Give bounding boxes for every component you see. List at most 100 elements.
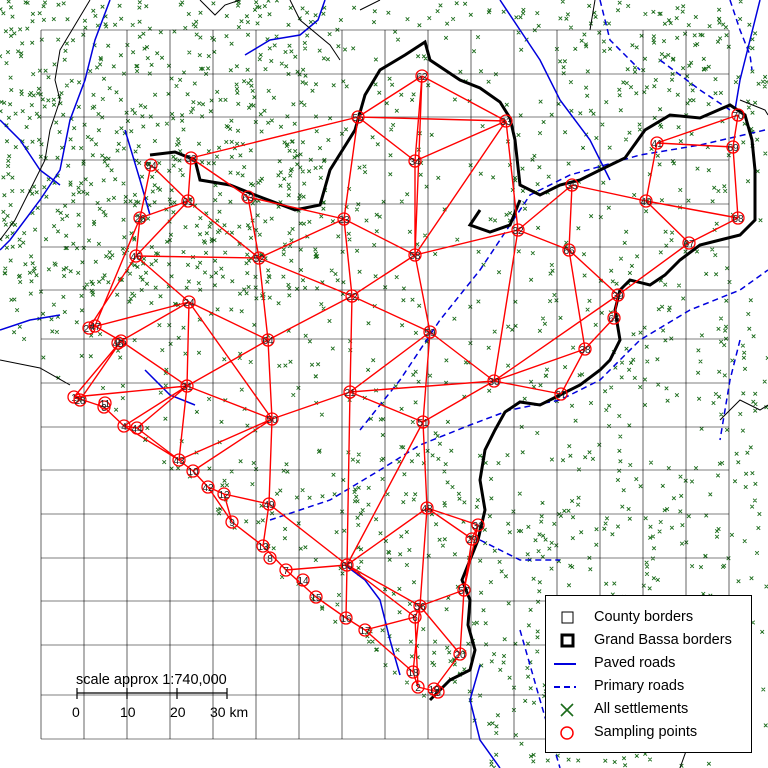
sampling-point-label: 63 — [242, 193, 254, 204]
sampling-point-label: 13 — [257, 542, 269, 553]
sampling-point-circle — [130, 421, 144, 435]
sampling-point-circle — [411, 680, 425, 694]
sampling-point-circle — [111, 336, 125, 350]
legend-label: Grand Bassa borders — [594, 632, 732, 648]
sampling-point-circle — [186, 464, 200, 478]
sampling-point-label: 41 — [651, 139, 663, 150]
legend-item-settlements: All settlements — [546, 699, 751, 721]
legend-label: Sampling points — [594, 724, 698, 740]
dashed-line-icon — [554, 686, 576, 688]
sampling-point-circle — [427, 682, 441, 696]
sampling-point-label: 25 — [115, 337, 127, 348]
sampling-point-circle — [731, 108, 745, 122]
sampling-point-label: 9 — [229, 518, 235, 529]
sampling-network-lines — [73, 75, 739, 693]
sampling-point-circle — [117, 419, 131, 433]
sampling-point-circle — [144, 158, 158, 172]
sampling-point-circle — [408, 154, 422, 168]
sampling-point-circle — [423, 325, 437, 339]
sampling-point-label: 60 — [341, 561, 353, 572]
sampling-point-circle — [182, 295, 196, 309]
scale-bar — [76, 688, 228, 699]
sampling-point-circle — [406, 665, 420, 679]
sampling-point-circle — [682, 236, 696, 250]
scale-label: scale approx 1:740,000 — [76, 672, 227, 688]
sampling-point-circle — [726, 140, 740, 154]
sampling-point-circle — [639, 194, 653, 208]
grand-bassa-border — [149, 39, 757, 702]
sampling-point-label: 27 — [83, 324, 95, 335]
sampling-point-label: 49 — [263, 500, 275, 511]
paved-road — [0, 119, 61, 186]
sampling-point-label: 56 — [414, 602, 426, 613]
sampling-point-circle — [88, 319, 102, 333]
legend-item-paved: Paved roads — [546, 653, 751, 675]
sampling-point-label: 66 — [563, 246, 575, 257]
sampling-point-circle — [511, 223, 525, 237]
primary-road — [719, 339, 741, 441]
sampling-points: 1234567891011121314151617181920212223242… — [67, 69, 745, 699]
sampling-point-label: 55 — [352, 113, 364, 124]
sampling-point-circle — [465, 532, 479, 546]
sampling-point-label: 37 — [555, 390, 567, 401]
paved-road — [0, 0, 111, 251]
sampling-point-label: 44 — [131, 424, 143, 435]
grand-bassa-border-line — [149, 39, 757, 702]
legend-item-bassa: Grand Bassa borders — [546, 630, 751, 652]
sampling-point-circle — [82, 321, 96, 335]
sampling-point-label: 8 — [267, 554, 273, 565]
sampling-point-label: 59 — [424, 328, 436, 339]
map-legend: County borders Grand Bassa borders Paved… — [545, 595, 752, 753]
legend-label: County borders — [594, 609, 694, 625]
sampling-point-label: 16 — [340, 614, 352, 625]
legend-label: Primary roads — [594, 678, 685, 694]
sampling-point-label: 4 — [121, 422, 127, 433]
scale-tick-0: 0 — [72, 704, 80, 720]
sampling-point-label: 40 — [640, 197, 652, 208]
square-thick-icon — [560, 633, 575, 648]
scale-bar-line — [76, 688, 228, 699]
sampling-point-circle — [67, 390, 81, 404]
sampling-point-label: 52 — [253, 254, 265, 265]
sampling-point-label: 30 — [488, 377, 500, 388]
sampling-point-label: 57 — [458, 586, 470, 597]
sampling-point-circle — [309, 590, 323, 604]
sampling-point-label: 11 — [100, 399, 111, 410]
legend-item-county: County borders — [546, 607, 751, 629]
sampling-point-label: 65 — [608, 314, 620, 325]
sampling-point-circle — [180, 379, 194, 393]
sampling-point-circle — [408, 248, 422, 262]
sampling-point-label: 19 — [428, 685, 440, 696]
county-border-line — [589, 0, 596, 31]
sampling-point-label: 34 — [409, 157, 421, 168]
sampling-point-label: 50 — [266, 415, 278, 426]
sampling-point-label: 64 — [262, 336, 274, 347]
x-mark-icon — [560, 703, 574, 717]
sampling-point-circle — [453, 647, 467, 661]
sampling-point-label: 6 — [412, 613, 418, 624]
paved-road — [124, 129, 151, 216]
sampling-point-circle — [650, 136, 664, 150]
sampling-point-circle — [471, 518, 485, 532]
sampling-point-circle — [262, 497, 276, 511]
paved-road — [344, 564, 401, 676]
paved-road — [0, 314, 61, 331]
sampling-point-label: 45 — [112, 339, 124, 350]
sampling-point-label: 67 — [683, 239, 695, 250]
sampling-point-label: 20 — [454, 650, 466, 661]
sampling-point-circle — [252, 251, 266, 265]
sampling-point-circle — [607, 311, 621, 325]
sampling-point-label: 62 — [416, 72, 428, 83]
sampling-point-circle — [554, 387, 568, 401]
county-border-line — [359, 0, 381, 11]
sampling-point-label: 32 — [512, 226, 524, 237]
sampling-point-circle — [499, 114, 513, 128]
grand-bassa-border-line — [467, 199, 522, 234]
sampling-point-label: 70 — [732, 111, 744, 122]
sampling-point-circle — [225, 515, 239, 529]
sampling-point-label: 33 — [500, 117, 512, 128]
sampling-point-circle — [279, 563, 293, 577]
